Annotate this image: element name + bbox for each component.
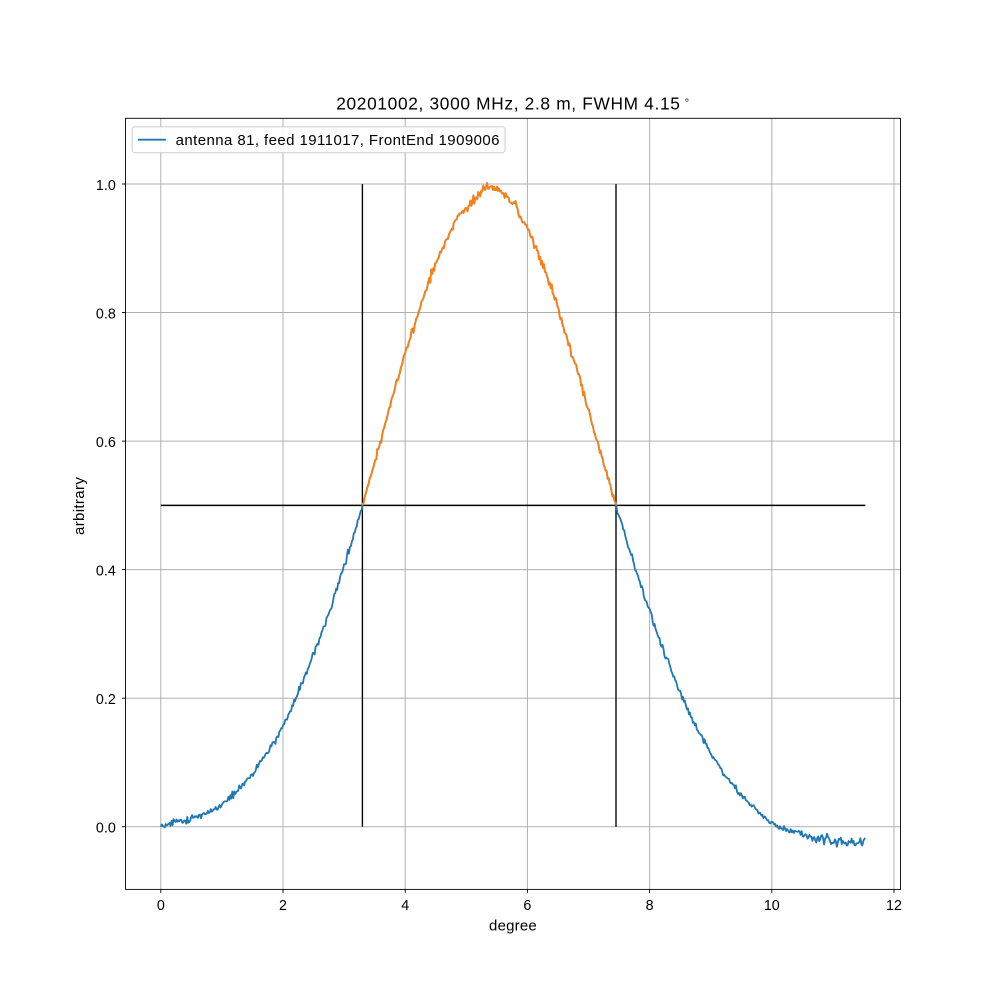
svg-text:10: 10 [764, 898, 780, 914]
svg-text:1.0: 1.0 [96, 178, 116, 194]
svg-text:0: 0 [157, 898, 165, 914]
svg-text:0.6: 0.6 [96, 435, 116, 451]
svg-text:antenna 81, feed 1911017, Fron: antenna 81, feed 1911017, FrontEnd 19090… [176, 132, 500, 149]
svg-text:20201002, 3000 MHz, 2.8 m, FWH: 20201002, 3000 MHz, 2.8 m, FWHM 4.15 ° [336, 94, 690, 114]
svg-text:12: 12 [886, 898, 902, 914]
svg-text:0.8: 0.8 [96, 306, 116, 322]
svg-text:degree: degree [489, 917, 537, 934]
svg-text:arbitrary: arbitrary [71, 477, 88, 535]
svg-text:0.0: 0.0 [96, 821, 116, 837]
svg-text:2: 2 [279, 898, 287, 914]
svg-text:0.4: 0.4 [96, 564, 116, 580]
svg-text:0.2: 0.2 [96, 692, 116, 708]
svg-text:4: 4 [401, 898, 409, 914]
svg-text:6: 6 [523, 898, 531, 914]
svg-text:8: 8 [646, 898, 654, 914]
